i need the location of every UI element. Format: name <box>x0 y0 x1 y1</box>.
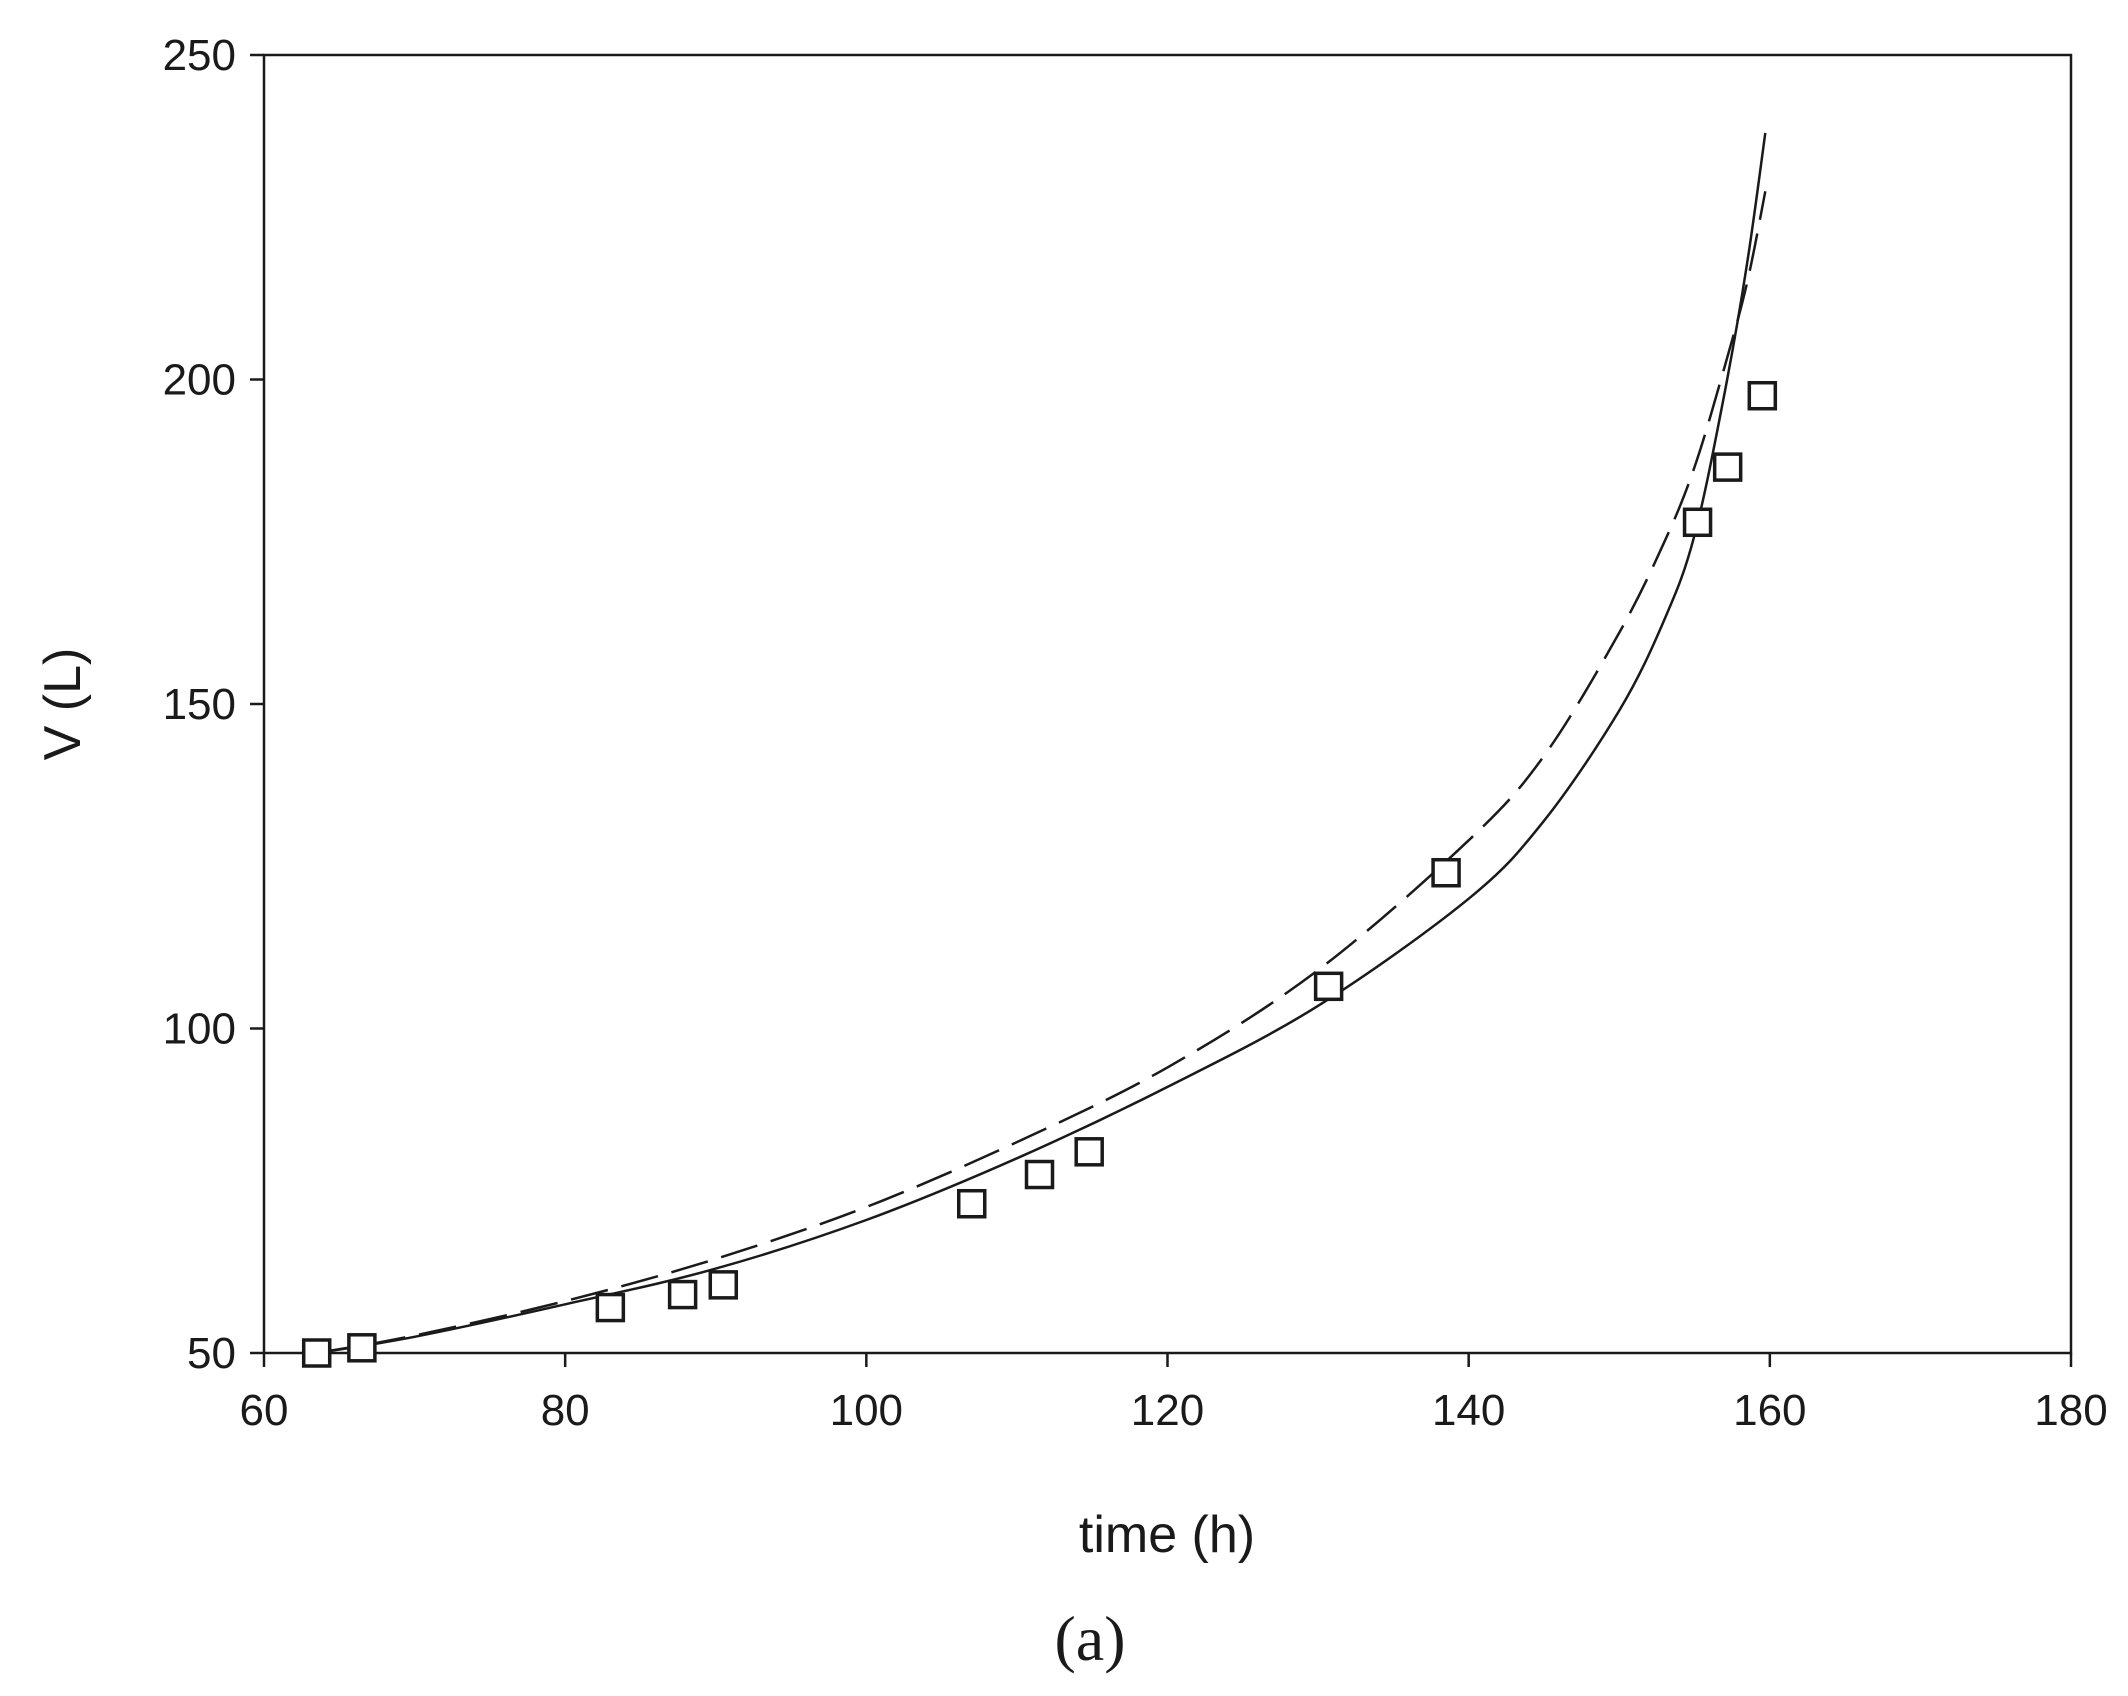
y-tick-label: 50 <box>187 1329 236 1378</box>
axis-tick-labels: 60 80 100 120 140 160 180 50 100 150 200 250 <box>163 31 2108 1435</box>
y-axis-title: V (L) <box>34 648 92 761</box>
data-point <box>1074 1137 1104 1167</box>
data-point <box>1313 971 1344 1002</box>
x-tick-label: 180 <box>2034 1386 2107 1435</box>
data-point <box>708 1270 739 1300</box>
x-tick-label: 160 <box>1733 1386 1806 1435</box>
data-point <box>347 1333 377 1363</box>
axis-ticks <box>250 53 2073 1367</box>
model-curves <box>316 132 1767 1355</box>
x-tick-label: 80 <box>541 1386 590 1435</box>
dashed-model-curve <box>316 191 1767 1355</box>
data-point <box>956 1188 987 1219</box>
y-tick-label: 150 <box>163 680 236 729</box>
x-tick-label: 140 <box>1432 1386 1505 1435</box>
data-markers <box>301 380 1778 1368</box>
x-axis-title: time (h) <box>1079 1506 1255 1564</box>
plot-frame <box>262 53 2073 1355</box>
data-point <box>1712 452 1743 482</box>
data-point <box>667 1279 698 1310</box>
y-tick-label: 200 <box>163 356 236 405</box>
data-point <box>301 1338 332 1368</box>
data-point <box>1747 380 1778 411</box>
panel-label: (a) <box>1054 1603 1125 1674</box>
solid-model-curve <box>316 132 1767 1355</box>
data-point <box>595 1292 626 1323</box>
data-point <box>1682 507 1713 538</box>
x-tick-label: 100 <box>830 1386 903 1435</box>
data-point <box>1431 857 1461 888</box>
x-tick-label: 60 <box>240 1386 289 1435</box>
data-point <box>1024 1159 1055 1190</box>
y-tick-label: 250 <box>163 31 236 80</box>
x-tick-label: 120 <box>1131 1386 1204 1435</box>
y-tick-label: 100 <box>163 1005 236 1054</box>
